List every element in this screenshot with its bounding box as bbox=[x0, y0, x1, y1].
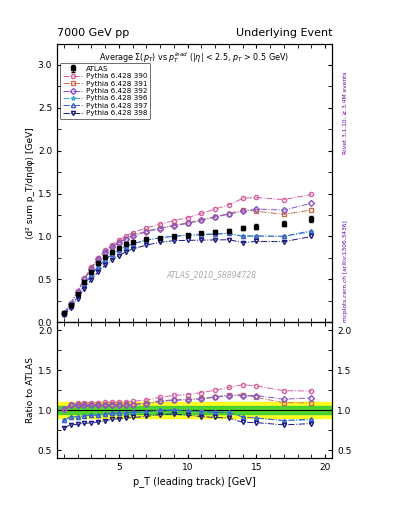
Text: ATLAS_2010_S8894728: ATLAS_2010_S8894728 bbox=[166, 270, 256, 280]
Text: mcplots.cern.ch [arXiv:1306.3436]: mcplots.cern.ch [arXiv:1306.3436] bbox=[343, 221, 348, 322]
Bar bbox=[57, 402, 332, 418]
Legend: ATLAS, Pythia 6.428 390, Pythia 6.428 391, Pythia 6.428 392, Pythia 6.428 396, P: ATLAS, Pythia 6.428 390, Pythia 6.428 39… bbox=[60, 63, 150, 119]
Text: Rivet 3.1.10, ≥ 3.4M events: Rivet 3.1.10, ≥ 3.4M events bbox=[343, 71, 348, 154]
Text: Average $\Sigma(p_T)$ vs $p_T^{lead}$ ($|\eta|$ < 2.5, $p_T$ > 0.5 GeV): Average $\Sigma(p_T)$ vs $p_T^{lead}$ ($… bbox=[99, 51, 290, 66]
Y-axis label: Ratio to ATLAS: Ratio to ATLAS bbox=[26, 357, 35, 423]
Text: 7000 GeV pp: 7000 GeV pp bbox=[57, 28, 129, 38]
Y-axis label: ⟨d² sum p_T/dηdφ⟩ [GeV]: ⟨d² sum p_T/dηdφ⟩ [GeV] bbox=[26, 127, 35, 239]
Bar bbox=[57, 406, 332, 414]
Text: Underlying Event: Underlying Event bbox=[235, 28, 332, 38]
X-axis label: p_T (leading track) [GeV]: p_T (leading track) [GeV] bbox=[133, 476, 256, 487]
